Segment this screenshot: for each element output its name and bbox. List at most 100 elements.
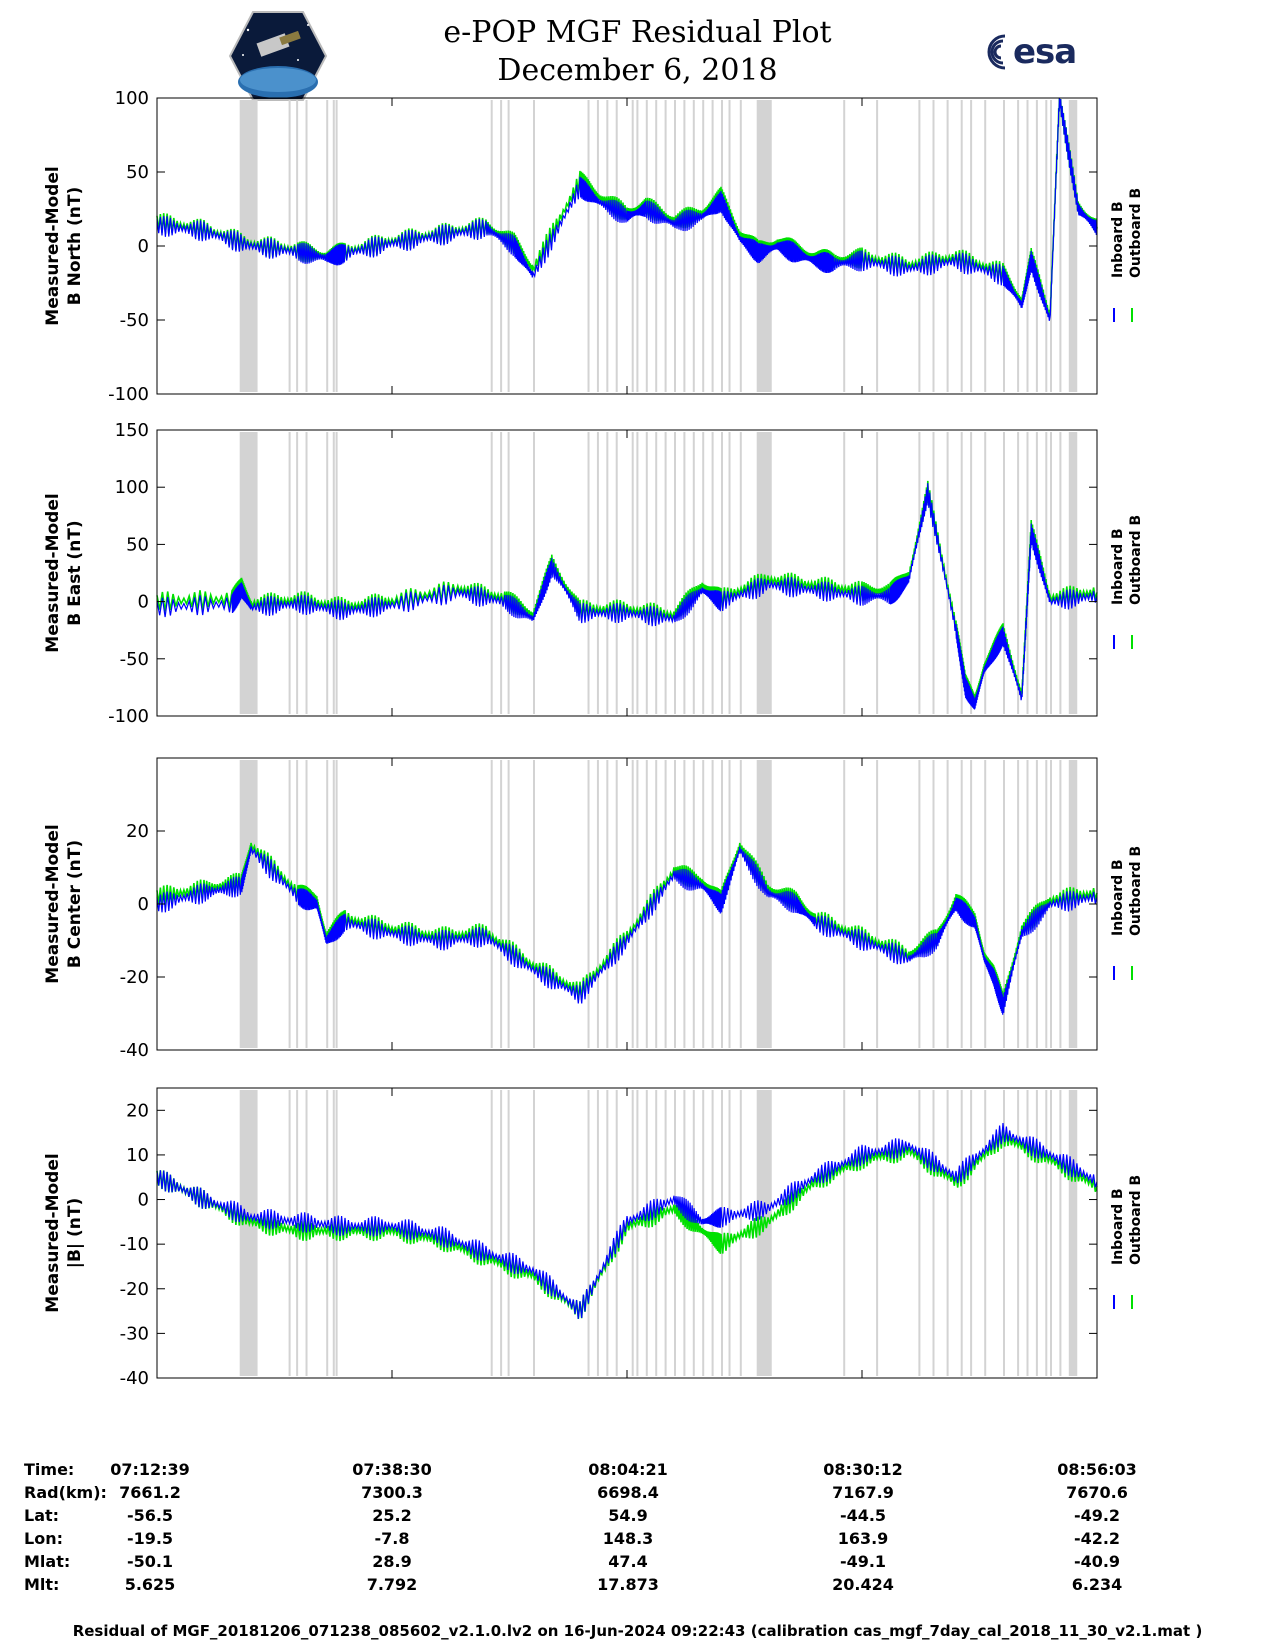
y-tick-label: 50 (126, 534, 149, 555)
data-gap-band (1059, 432, 1062, 714)
data-gap-band (655, 1090, 658, 1376)
table-cell: -7.8 (374, 1529, 410, 1548)
data-gap-band (756, 432, 772, 714)
y-axis-label-line-2: B East (nT) (65, 520, 85, 625)
y-axis-label: Measured-Model B Center (nT) (43, 824, 85, 983)
data-gap-band (631, 760, 634, 1048)
data-gap-band (946, 1090, 949, 1376)
table-cell: 6698.4 (597, 1483, 659, 1502)
y-tick-label: 0 (138, 236, 149, 257)
y-tick-label: -100 (108, 384, 149, 405)
data-gap-band (596, 100, 599, 392)
series-line-inboard-b (156, 483, 1098, 710)
data-gap-band (1059, 760, 1062, 1048)
y-axis-label: Measured-Model |B| (nT) (43, 1153, 85, 1312)
data-gap-band (876, 100, 879, 392)
data-gap-band (728, 100, 731, 392)
data-gap-band (288, 432, 291, 714)
y-axis-label-line-1: Measured-Model (43, 824, 63, 983)
table-cell: 5.625 (124, 1575, 176, 1594)
data-gap-band (970, 1090, 973, 1376)
data-gap-band (664, 432, 667, 714)
data-gap-band (984, 100, 987, 392)
data-gap-band (1059, 1090, 1062, 1376)
data-gap-band (843, 100, 846, 392)
y-tick-label: 10 (126, 1145, 149, 1166)
data-gap-band (692, 760, 695, 1048)
data-gap-band (636, 432, 639, 714)
data-gap-band (1003, 432, 1005, 714)
data-gap-band (728, 1090, 731, 1376)
data-gap-band (721, 1090, 723, 1376)
data-gap-band (1026, 100, 1029, 392)
data-gap-band (946, 100, 949, 392)
data-gap-band (960, 432, 963, 714)
table-cell: 54.9 (608, 1506, 648, 1525)
table-cell: 163.9 (837, 1529, 889, 1548)
data-gap-band (1026, 760, 1029, 1048)
data-gap-band (674, 432, 676, 714)
legend-label-outboard: Outboard B (1128, 188, 1144, 278)
data-gap-band (596, 760, 599, 1048)
data-gap-band (1035, 432, 1038, 714)
title-line-2: December 6, 2018 (497, 53, 778, 88)
data-gap-band (1035, 1090, 1038, 1376)
data-gap-band (739, 432, 742, 714)
panel-4: -40 -30 -20 -10 0 10 20 Measured-Model |B| (nT) I… (43, 1087, 1144, 1389)
data-gap-band (533, 100, 535, 392)
data-gap-band (932, 432, 935, 714)
orbit-info-table: Time: 07:12:39 07:38:30 08:04:21 08:30:12 08:… (0, 1460, 1275, 1620)
data-gap-band (332, 760, 335, 1048)
data-gap-band (739, 760, 742, 1048)
table-cell: -40.9 (1073, 1552, 1121, 1571)
y-axis-label-line-1: Measured-Model (43, 166, 63, 325)
table-cell: 20.424 (832, 1575, 894, 1594)
data-gap-band (606, 1090, 609, 1376)
data-gap-band (918, 1090, 921, 1376)
data-gap-band (683, 1090, 686, 1376)
data-gap-band (756, 760, 772, 1048)
table-row-label: Lat: (24, 1506, 60, 1525)
data-gap-band (1050, 1090, 1052, 1376)
data-gap-band (335, 760, 338, 1048)
data-gap-band (728, 760, 731, 1048)
data-gap-band (631, 432, 634, 714)
table-cell: -19.5 (126, 1529, 174, 1548)
y-tick-label: -50 (120, 649, 149, 670)
legend-label-outboard: Outboard B (1128, 846, 1144, 936)
data-gap-band (1068, 1090, 1078, 1376)
data-gap-band (587, 432, 590, 714)
data-gap-band (1035, 100, 1038, 392)
y-tick-label: 50 (126, 162, 149, 183)
data-gap-band (683, 100, 686, 392)
data-gap-band (596, 432, 599, 714)
legend-label-outboard: Outboard B (1128, 515, 1144, 605)
data-gap-band (692, 100, 695, 392)
y-axis-label: Measured-Model B North (nT) (43, 166, 85, 325)
y-tick-label: -30 (120, 1323, 149, 1344)
data-gap-band (843, 1090, 846, 1376)
data-gap-band (876, 1090, 879, 1376)
table-cell: 7.792 (366, 1575, 418, 1594)
data-gap-band (1026, 432, 1029, 714)
data-gap-band (533, 760, 535, 1048)
cassiope-mission-logo (228, 11, 328, 101)
y-tick-label: 0 (138, 1190, 149, 1211)
data-gap-band (606, 432, 609, 714)
y-axis-label-line-2: B North (nT) (65, 187, 85, 306)
series-line-inboard-b (156, 846, 1098, 1015)
table-cell: 28.9 (372, 1552, 412, 1571)
data-gap-band (674, 100, 676, 392)
data-gap-band (1050, 432, 1052, 714)
data-gap-band (305, 432, 308, 714)
data-gap-band (1068, 432, 1078, 714)
table-cell: 08:30:12 (823, 1460, 903, 1479)
data-gap-band (288, 760, 291, 1048)
data-gap-band (1017, 760, 1020, 1048)
chart-title: e-POP MGF Residual Plot December 6, 2018 (0, 14, 1275, 90)
data-gap-band (960, 1090, 963, 1376)
data-gap-band (239, 760, 258, 1048)
panel-1: -100 -50 0 50 100 Measured-Model B North (nT) I… (43, 88, 1144, 405)
y-tick-label: 100 (115, 477, 149, 498)
legend-labels: Inboard B Outboard B (1110, 515, 1144, 605)
